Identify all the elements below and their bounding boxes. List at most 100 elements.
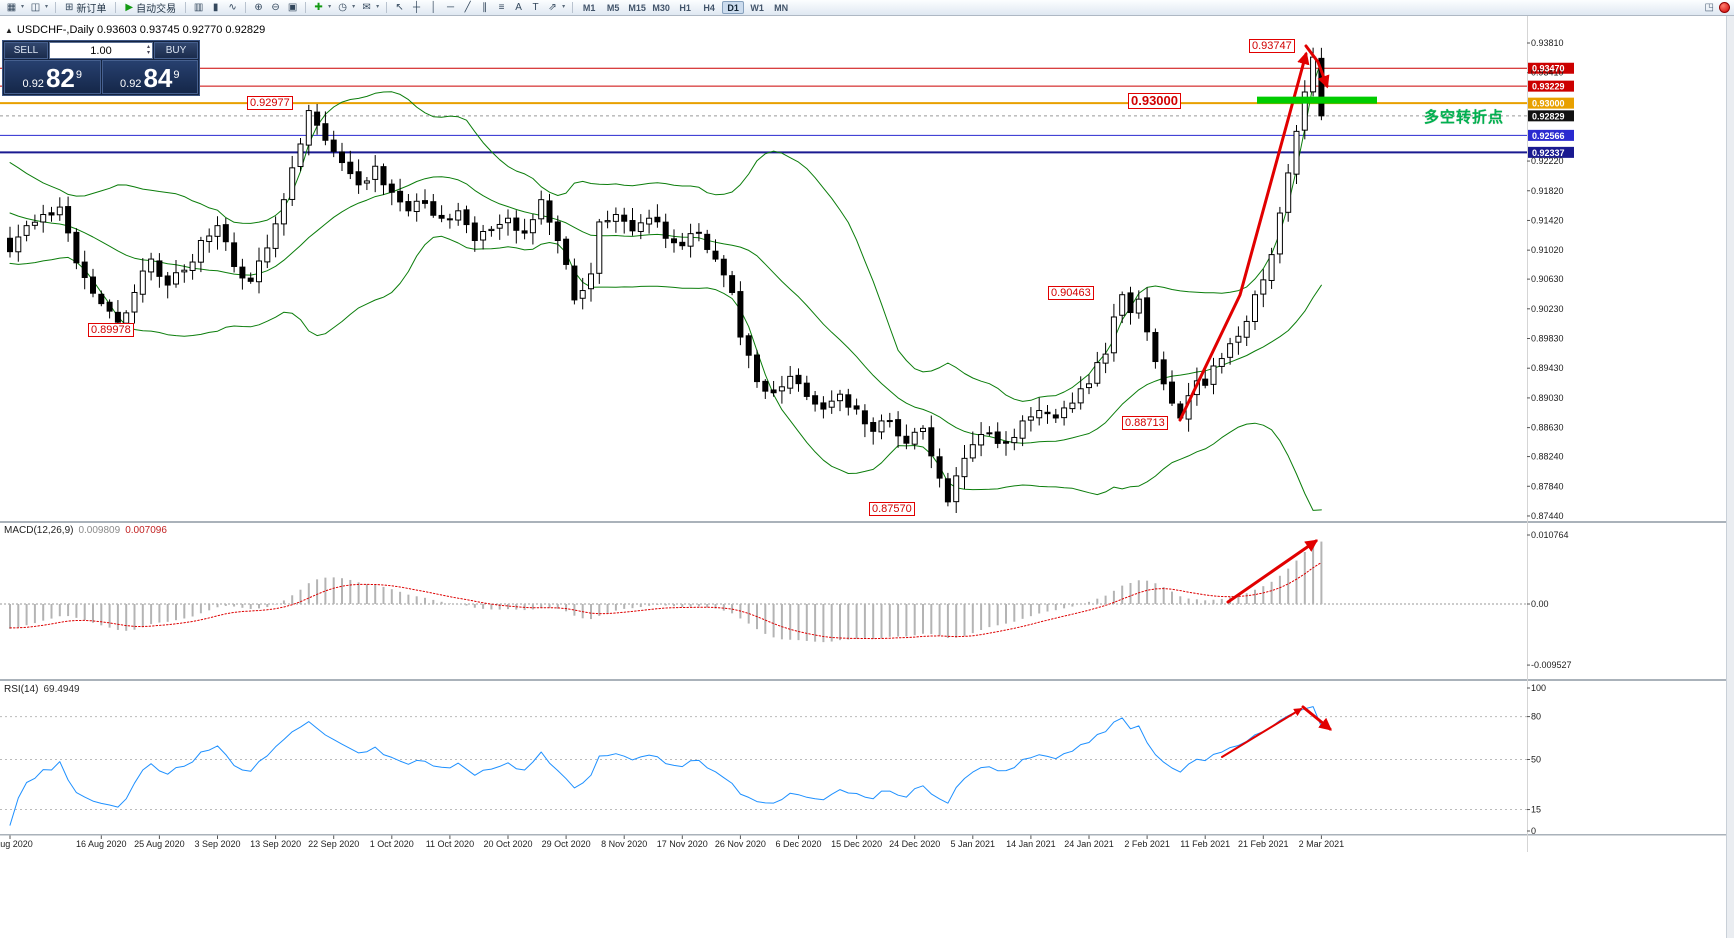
price-axis-label: 0.90630 [1531, 274, 1564, 284]
timeframe-m15[interactable]: M15 [628, 3, 646, 13]
bollinger-bands [9, 60, 1322, 511]
zoom-out-icon[interactable]: ⊖ [271, 1, 280, 13]
panel-separator[interactable] [0, 679, 1734, 681]
volume-input[interactable]: 1.00 ▴ ▾ [49, 42, 153, 59]
time-axis-separator [0, 834, 1734, 836]
panel-separator[interactable] [0, 521, 1734, 523]
oneclick-collapse-icon[interactable]: ▲ [5, 25, 13, 35]
horizontal-line-icon[interactable]: ─ [447, 1, 455, 13]
timeframe-m1[interactable]: M1 [582, 3, 596, 13]
new-order-button[interactable]: ⊞ 新订单 [61, 1, 110, 15]
sell-button-small[interactable]: SELL [4, 42, 48, 59]
date-axis-label: 17 Nov 2020 [657, 839, 708, 849]
channel-icon[interactable]: ∥ [482, 1, 488, 13]
price-axis-label: 0.88240 [1531, 452, 1564, 462]
templates-caret[interactable]: ▾ [376, 3, 380, 10]
new-order-button-icon: ⊞ [65, 2, 74, 13]
sell-price-big: 82 [45, 63, 75, 93]
price-axis[interactable] [1527, 42, 1574, 832]
main-chart-panel[interactable] [0, 47, 1527, 513]
date-axis-label: 5 Jan 2021 [951, 839, 996, 849]
price-axis-label: 0.89830 [1531, 334, 1564, 344]
profiles-caret[interactable]: ▾ [44, 3, 48, 10]
price-badge-label: 0.93229 [1532, 82, 1565, 92]
timeframe-h1[interactable]: H1 [679, 3, 691, 13]
tile-windows-icon[interactable]: ▣ [287, 1, 298, 13]
toolbar: ▦ ▾ ◫ ▾ ⊞ 新订单 ▶ 自动交易 ▥ ▮ ∿ ⊕ ⊖ ▣ ✚ ▾ ◷ ▾ ✉ ▾ ↖ ┼ │ ─ ╱ ∥ ≡ A T ⇗ ▾ M1 M5… [0, 0, 1734, 16]
right-dock-strip[interactable] [1726, 16, 1734, 938]
auto-trading-button[interactable]: ▶ 自动交易 [121, 1, 180, 15]
macd-panel[interactable] [0, 541, 1527, 643]
rsi-axis-label: 100 [1531, 683, 1546, 693]
periods-icon[interactable]: ◷ [338, 1, 347, 13]
bar-chart-icon[interactable]: ▥ [193, 1, 204, 13]
cursor-icon[interactable]: ↖ [395, 1, 404, 13]
rsi-panel[interactable] [0, 706, 1527, 826]
buy-price-button[interactable]: 0.92 84 9 [101, 60, 198, 94]
date-axis-label: 3 Sep 2020 [194, 839, 240, 849]
rsi-axis-label: 80 [1531, 712, 1541, 722]
rsi-axis-label: 50 [1531, 755, 1541, 765]
date-axis-label: 13 Sep 2020 [250, 839, 301, 849]
time-axis[interactable] [9, 835, 1322, 840]
date-axis-label: 21 Feb 2021 [1238, 839, 1289, 849]
periods-caret[interactable]: ▾ [352, 3, 356, 10]
price-badge [1528, 110, 1574, 122]
macd-axis-label: 0.00 [1531, 599, 1549, 609]
date-axis-label: 1 Oct 2020 [370, 839, 414, 849]
timeframe-d1[interactable]: D1 [722, 1, 745, 14]
label-icon[interactable]: T [532, 1, 539, 13]
new-order-button-label: 新订单 [76, 4, 107, 15]
trend-arrows [1178, 44, 1332, 758]
rsi-indicator-label: RSI(14) 69.4949 [4, 684, 80, 695]
timeframe-mn[interactable]: MN [774, 3, 789, 13]
zoom-in-icon[interactable]: ⊕ [254, 1, 263, 13]
line-chart-icon[interactable]: ∿ [228, 1, 237, 13]
auto-trading-button-icon: ▶ [125, 2, 134, 13]
sell-price-button[interactable]: 0.92 82 9 [4, 60, 101, 94]
chart-list-caret[interactable]: ▾ [20, 3, 24, 10]
date-axis-label: 11 Oct 2020 [426, 839, 474, 849]
arrows-icon[interactable]: ⇗ [548, 1, 557, 13]
toolbar-separator [185, 2, 187, 13]
chart-title-text: USDCHF-,Daily 0.93603 0.93745 0.92770 0.… [16, 24, 266, 36]
profiles-icon[interactable]: ◫ [30, 1, 41, 13]
price-axis-label: 0.89430 [1531, 363, 1564, 373]
rsi-axis-label: 0 [1531, 826, 1536, 836]
new-chart-icon[interactable]: ▦ [6, 1, 17, 13]
date-axis-label: 11 Feb 2021 [1180, 839, 1230, 849]
price-axis-label: 0.87440 [1531, 511, 1564, 521]
date-axis-label: 26 Nov 2020 [715, 839, 766, 849]
dock-icon[interactable]: ◳ [1704, 2, 1714, 13]
macd-axis-label: 0.010764 [1531, 530, 1569, 540]
buy-button-small[interactable]: BUY [154, 42, 198, 59]
crosshair-icon[interactable]: ┼ [413, 1, 421, 13]
toolbar-separator [305, 2, 307, 13]
price-badge [1528, 80, 1574, 92]
price-badge-label: 0.92829 [1532, 111, 1565, 121]
timeframe-w1[interactable]: W1 [750, 3, 764, 13]
indicators-icon[interactable]: ✚ [314, 1, 323, 13]
candlestick-icon[interactable]: ▮ [212, 1, 219, 13]
price-axis-label: 0.92220 [1531, 156, 1564, 166]
sell-price-pip: 9 [75, 69, 82, 81]
record-icon[interactable] [1719, 2, 1730, 13]
buy-price-prefix: 0.92 [120, 78, 142, 90]
timeframe-h4[interactable]: H4 [703, 3, 715, 13]
toolbar-separator [245, 2, 247, 13]
text-icon[interactable]: A [515, 1, 522, 13]
indicators-caret[interactable]: ▾ [328, 3, 332, 10]
timeframe-m5[interactable]: M5 [606, 3, 620, 13]
timeframe-m30[interactable]: M30 [652, 3, 670, 13]
buy-price-big: 84 [143, 63, 173, 93]
support-zone-bar [1257, 96, 1377, 104]
trendline-icon[interactable]: ╱ [464, 1, 471, 13]
vertical-line-icon[interactable]: │ [430, 1, 437, 13]
date-axis-label: 24 Dec 2020 [889, 839, 940, 849]
arrows-caret[interactable]: ▾ [562, 3, 566, 10]
volume-spinner[interactable]: ▴ ▾ [146, 44, 150, 56]
fibonacci-icon[interactable]: ≡ [498, 1, 505, 13]
price-axis-label: 0.91420 [1531, 215, 1564, 225]
templates-icon[interactable]: ✉ [362, 1, 371, 13]
